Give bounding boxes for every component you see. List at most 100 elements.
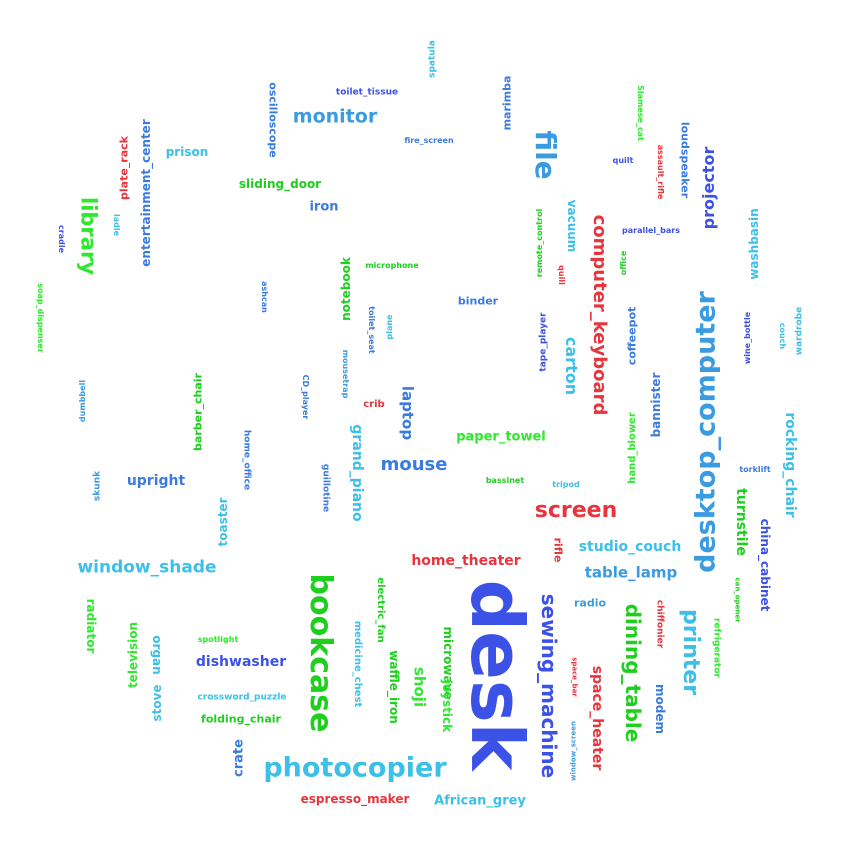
word-bannister: bannister [649,372,663,438]
word-ashcan: ashcan [260,281,269,313]
word-assault-rifle: assault_rifle [656,144,665,200]
word-ladle: ladle [112,213,121,237]
word-electric-fan: electric_fan [375,577,386,643]
word-quill: quill [557,265,566,285]
word-guillotine: guillotine [320,463,331,513]
word-carton: carton [562,336,581,396]
word-dining-table: dining_table [621,603,645,743]
word-entertainment-center: entertainment_center [139,119,153,267]
word-bookcase: bookcase [303,573,338,733]
word-waffle-iron: waffle_iron [387,650,401,724]
word-bassinet: bassinet [485,476,525,485]
word-toilet-tissue: toilet_tissue [335,87,399,98]
word-torklift: torklift [739,465,771,474]
word-projector: projector [699,146,718,230]
word-quilt: quilt [612,156,634,165]
word-can-opener: can_opener [733,577,742,623]
word-organ: organ [150,635,164,675]
word-table-lamp: table_lamp [584,563,678,582]
word-binder: binder [457,294,499,308]
word-radiator: radiator [84,598,98,654]
word-window-shade: window_shade [77,557,217,578]
word-laptop: laptop [398,385,417,441]
word-television: television [126,621,140,689]
word-hand-blower: hand_blower [627,412,638,484]
word-sewing-machine: sewing_machine [537,593,561,779]
word-dishwasher: dishwasher [195,654,287,670]
word-wardrobe: wardrobe [794,306,805,356]
word-plane: plane [385,314,394,340]
word-radio: radio [573,596,607,610]
word-turnstile: turnstile [733,488,749,556]
word-stove: stove [150,684,164,722]
word-folding-chair: folding_chair [201,712,281,726]
word-crate: crate [231,739,247,777]
word-vacuum: vacuum [565,199,579,253]
word-office: office [619,250,628,276]
word-chiffonier: chiffonier [654,599,665,649]
word-joystick: joystick [440,679,454,733]
word-rifle: rifle [551,537,565,563]
word-rocking-chair: rocking_chair [782,412,798,518]
word-spatula: spatula [427,40,438,78]
word-fire-screen: fire_screen [404,136,454,145]
word-home-theater: home_theater [411,553,521,569]
word-cradle: cradle [57,225,66,253]
word-desk: desk [455,579,539,771]
word-prison: prison [165,145,209,159]
word-espresso-maker: espresso_maker [300,792,410,806]
word-loudspeaker: loudspeaker [678,121,692,199]
word-siamese-cat: Siamese_cat [636,85,645,141]
word-monitor: monitor [292,105,378,128]
word-microphone: microphone [365,261,419,270]
word-mousetrap: mousetrap [341,349,350,399]
word-tape-player: tape_player [538,312,549,372]
word-china-cabinet: china_cabinet [758,518,772,612]
word-notebook: notebook [339,257,353,321]
word-crossword-puzzle: crossword_puzzle [197,692,287,703]
word-wine-bottle: wine_bottle [743,311,752,365]
word-photocopier: photocopier [263,752,447,784]
word-iron: iron [309,199,339,215]
word-couch: couch [778,322,787,350]
word-refrigerator: refrigerator [711,618,722,678]
word-mouse: mouse [380,454,448,475]
word-screen: screen [534,498,618,523]
word-computer-keyboard: computer_keyboard [589,214,610,416]
word-sliding-door: sliding_door [238,177,322,191]
word-toaster: toaster [216,497,230,547]
word-space-bar: space_bar [570,657,579,697]
word-remote-control: remote_control [535,208,544,278]
word-space-heater: space_heater [589,665,605,771]
word-barber-chair: barber_chair [191,373,205,451]
word-file: file [529,130,562,180]
word-dumbbell: dumbbell [78,379,87,423]
word-upright: upright [126,473,186,489]
word-plate-rack: plate_rack [117,136,131,200]
word-soap-dispenser: soap_dispenser [36,283,45,353]
word-spotlight: spotlight [197,635,239,644]
word-tripod: tripod [552,480,580,489]
word-modem: modem [653,684,667,734]
word-studio-couch: studio_couch [578,539,682,555]
word-oscilloscope: oscilloscope [266,82,280,158]
word-medicine-chest: medicine_chest [352,620,363,708]
word-toilet-seat: toilet_seat [367,306,376,354]
word-parallel-bars: parallel_bars [622,226,680,235]
word-coffeepot: coffeepot [625,306,639,366]
word-cd-player: CD_player [301,374,310,420]
word-home-office: home_office [241,429,252,491]
word-african-grey: African_grey [434,793,526,809]
word-library: library [76,196,101,276]
word-shoji: shoji [410,666,429,708]
word-printer: printer [678,608,703,696]
word-window-screen: window_screen [569,721,578,781]
word-grand-piano: grand_piano [349,424,365,522]
word-paper-towel: paper_towel [456,429,546,445]
word-crib: crib [363,399,385,410]
word-desktop-computer: desktop_computer [690,291,722,573]
word-washbasin: washbasin [747,208,761,280]
word-marimba: marimba [500,75,514,131]
word-skunk: skunk [92,470,103,502]
